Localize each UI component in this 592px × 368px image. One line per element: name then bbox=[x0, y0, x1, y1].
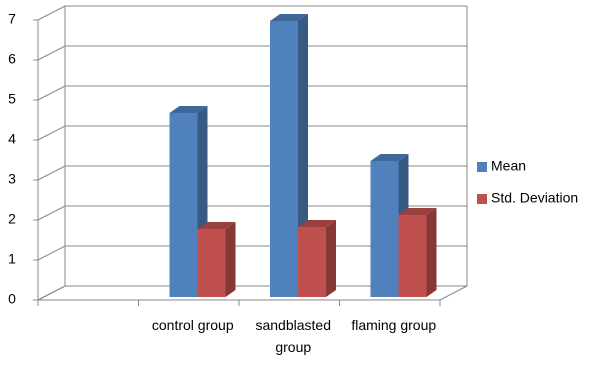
y-tick-label: 0 bbox=[8, 291, 16, 307]
bar-front bbox=[197, 229, 226, 297]
bar-front bbox=[270, 21, 298, 297]
bar-front bbox=[370, 161, 399, 297]
legend-label: Std. Deviation bbox=[491, 190, 578, 206]
bar-side bbox=[426, 208, 437, 297]
bar-front bbox=[398, 215, 427, 297]
bar-top bbox=[298, 220, 336, 227]
x-tick-label: sandblasted group bbox=[255, 317, 331, 355]
bar-top bbox=[169, 106, 208, 113]
bar-top bbox=[270, 14, 308, 21]
grid-line bbox=[37, 85, 467, 101]
bar-side bbox=[326, 220, 336, 297]
y-tick-label: 6 bbox=[8, 51, 16, 67]
bar bbox=[398, 208, 437, 297]
y-tick-label: 3 bbox=[8, 171, 16, 187]
grid-line bbox=[37, 45, 467, 61]
y-tick-label: 7 bbox=[8, 11, 16, 27]
bar-top bbox=[370, 154, 409, 161]
bar-top bbox=[197, 222, 236, 229]
grid-line bbox=[37, 205, 467, 221]
grid-line bbox=[37, 125, 467, 141]
x-tick-label: flaming group bbox=[351, 317, 437, 333]
legend-swatch bbox=[477, 162, 487, 172]
bar bbox=[298, 220, 336, 297]
bar bbox=[197, 222, 236, 297]
y-tick-label: 5 bbox=[8, 91, 16, 107]
grid-line bbox=[37, 5, 467, 21]
bar-front bbox=[298, 227, 326, 297]
bar bbox=[169, 106, 208, 297]
bar-front bbox=[169, 113, 198, 297]
legend-swatch bbox=[477, 194, 487, 204]
bar-top bbox=[398, 208, 437, 215]
bar-side bbox=[225, 222, 236, 297]
grid-line bbox=[37, 165, 467, 181]
x-tick-label: control group bbox=[151, 317, 234, 333]
y-tick-label: 1 bbox=[8, 251, 16, 267]
legend-label: Mean bbox=[491, 158, 526, 174]
y-tick-label: 4 bbox=[8, 131, 16, 147]
y-tick-label: 2 bbox=[8, 211, 16, 227]
